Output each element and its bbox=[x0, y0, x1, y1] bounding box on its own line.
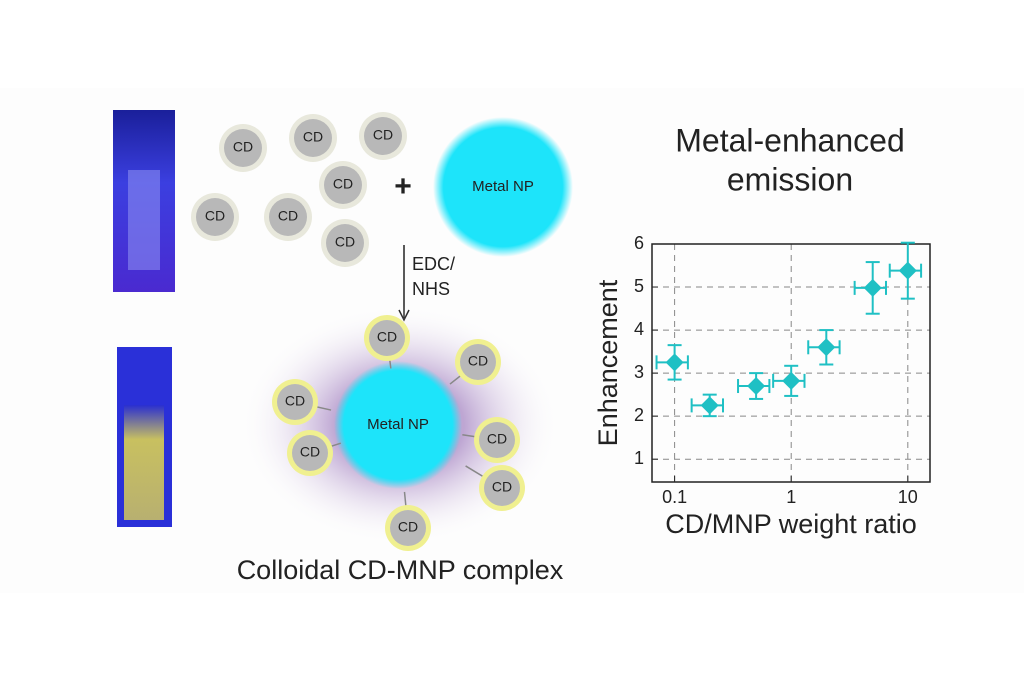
plot-frame bbox=[651, 243, 931, 483]
y-tick-label: 1 bbox=[634, 448, 644, 468]
point bbox=[863, 278, 882, 297]
caption: Colloidal CD-MNP complex bbox=[237, 555, 564, 585]
cd bbox=[479, 422, 515, 458]
cd bbox=[326, 224, 364, 262]
plus: + bbox=[394, 170, 412, 203]
point bbox=[817, 338, 836, 357]
cd-label: CD bbox=[278, 208, 298, 224]
cd bbox=[269, 198, 307, 236]
cuvette-liquid bbox=[124, 405, 164, 520]
cd bbox=[390, 510, 426, 546]
np-label: Metal NP bbox=[367, 416, 429, 433]
point bbox=[747, 377, 766, 396]
metal-np bbox=[433, 117, 573, 257]
cd-label: CD bbox=[233, 139, 253, 155]
cuvette-liquid bbox=[128, 170, 160, 270]
cd bbox=[292, 435, 328, 471]
cd bbox=[277, 384, 313, 420]
cd-label: CD bbox=[335, 234, 355, 250]
reagent: NHS bbox=[412, 279, 450, 299]
cd-label: CD bbox=[303, 129, 323, 145]
reagent: EDC/ bbox=[412, 254, 455, 274]
cd-label: CD bbox=[300, 444, 320, 460]
x-axis-label: CD/MNP weight ratio bbox=[665, 509, 917, 539]
y-tick-label: 3 bbox=[634, 362, 644, 382]
np-label: Metal NP bbox=[472, 178, 534, 195]
cd-label: CD bbox=[205, 208, 225, 224]
cd-label: CD bbox=[492, 479, 512, 495]
cd bbox=[484, 470, 520, 506]
cd-label: CD bbox=[398, 519, 418, 535]
y-tick-label: 5 bbox=[634, 276, 644, 296]
cd bbox=[460, 344, 496, 380]
cd-label: CD bbox=[373, 127, 393, 143]
cd bbox=[324, 166, 362, 204]
cd bbox=[224, 129, 262, 167]
title: Metal-enhanced bbox=[675, 122, 904, 158]
y-axis-label: Enhancement bbox=[593, 279, 623, 446]
point bbox=[782, 371, 801, 390]
cd bbox=[294, 119, 332, 157]
x-tick-label: 10 bbox=[898, 487, 918, 507]
cd-label: CD bbox=[468, 353, 488, 369]
cd-label: CD bbox=[285, 393, 305, 409]
point bbox=[700, 396, 719, 415]
cd-label: CD bbox=[487, 431, 507, 447]
x-tick-label: 1 bbox=[786, 487, 796, 507]
y-tick-label: 2 bbox=[634, 405, 644, 425]
point bbox=[665, 353, 684, 372]
cd bbox=[364, 117, 402, 155]
cd bbox=[196, 198, 234, 236]
cd-label: CD bbox=[333, 176, 353, 192]
y-tick-label: 4 bbox=[634, 319, 644, 339]
metal-np bbox=[334, 361, 462, 489]
point bbox=[898, 261, 917, 280]
title: emission bbox=[727, 161, 853, 197]
cd bbox=[369, 320, 405, 356]
x-tick-label: 0.1 bbox=[662, 487, 687, 507]
y-tick-label: 6 bbox=[634, 233, 644, 253]
cd-label: CD bbox=[377, 329, 397, 345]
